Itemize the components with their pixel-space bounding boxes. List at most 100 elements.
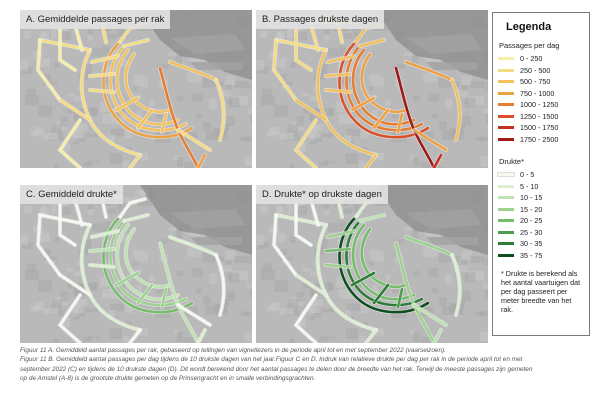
canal-segment: [396, 287, 404, 309]
legend-swatch: [498, 57, 514, 61]
canal-segment: [351, 48, 416, 126]
canal-segment: [345, 219, 424, 307]
canal-segment: [36, 38, 62, 102]
canal-segment: [294, 28, 313, 72]
canal-segment: [372, 283, 390, 305]
canal-segment: [412, 128, 448, 152]
legend-row-passages: 250 - 500: [498, 65, 584, 77]
canal-segment: [90, 54, 120, 64]
canal-segment: [88, 88, 116, 94]
legend-swatch: [498, 103, 514, 107]
legend-row-passages: 1250 - 1500: [498, 111, 584, 123]
legend-label: 15 - 20: [520, 204, 543, 214]
caption-line-1: Figuur 11 A. Gemiddeld aantal passages p…: [20, 347, 446, 354]
canal-segment: [432, 328, 443, 343]
legend-label: 1000 - 1250: [520, 100, 559, 110]
canal-segment: [88, 247, 116, 253]
canal-segment: [326, 54, 356, 64]
canal-segment: [88, 72, 116, 78]
legend-label: 30 - 35: [520, 239, 543, 249]
map-d-canvas: [256, 185, 488, 343]
legend-label: 1750 - 2500: [520, 134, 559, 144]
legend-label: 5 - 10: [520, 181, 539, 191]
legend-swatch: [498, 242, 514, 246]
canal-segment: [73, 198, 84, 227]
canal-segment: [90, 229, 120, 239]
canal-segment: [136, 283, 154, 305]
map-panel-d: D. Drukte* op drukste dagen: [256, 185, 488, 343]
legend-row-drukte: 10 - 15: [498, 192, 584, 204]
canal-segment: [168, 235, 218, 257]
canal-segment: [128, 153, 142, 168]
legend-passages-heading: Passages per dag: [499, 41, 560, 50]
legend-label: 750 - 1000: [520, 88, 555, 98]
canal-segment: [272, 213, 298, 277]
legend-row-drukte: 0 - 5: [497, 169, 584, 181]
canal-segment: [118, 197, 147, 219]
panel-d-title: D. Drukte* op drukste dagen: [256, 185, 388, 204]
canal-segment: [345, 44, 424, 132]
legend-label: 250 - 500: [520, 65, 551, 75]
legend-label: 0 - 5: [520, 170, 535, 180]
canal-segment: [358, 213, 386, 223]
canal-segment: [58, 28, 77, 72]
legend-swatch: [497, 172, 515, 178]
canal-segment: [364, 328, 378, 343]
canal-segment: [109, 219, 188, 307]
map-c-canvas: [20, 185, 252, 343]
canal-segment: [214, 78, 226, 142]
legend-row-drukte: 20 - 25: [498, 215, 584, 227]
canal-segment: [294, 273, 328, 297]
legend-label: 0 - 250: [520, 54, 543, 64]
legend-label: 10 - 15: [520, 193, 543, 203]
canal-segment: [160, 112, 168, 134]
canal-segment: [109, 44, 188, 132]
canal-segment: [450, 78, 462, 142]
legend-row-drukte: 35 - 75: [498, 250, 584, 262]
canal-segment: [122, 213, 150, 223]
panel-a-title: A. Gemiddelde passages per rak: [20, 10, 171, 29]
caption-line-3: september 2022 (C) en tijdens de 10 druk…: [20, 365, 533, 373]
canal-segment: [88, 263, 116, 269]
canal-segment: [324, 88, 352, 94]
canal-segment: [450, 253, 462, 317]
legend-swatch: [498, 91, 514, 95]
canal-segment: [294, 293, 318, 343]
canal-segment: [73, 23, 84, 52]
legend-row-passages: 1000 - 1250: [498, 99, 584, 111]
legend-label: 1250 - 1500: [520, 111, 559, 121]
legend-swatch: [498, 114, 514, 118]
canal-segment: [102, 215, 194, 314]
canal-segment: [272, 38, 298, 102]
canal-segment: [115, 48, 180, 126]
canal-segment: [309, 23, 320, 52]
canal-segment: [58, 273, 92, 297]
canal-segment: [372, 108, 390, 130]
canal-segment: [58, 203, 77, 247]
legend-label: 1500 - 1750: [520, 123, 559, 133]
caption-line-2: Figuur 11 B. Gemiddeld aantal passages p…: [20, 356, 523, 364]
legend-passages-list: 0 - 250 250 - 500 500 - 750 750 - 1000 1000 …: [498, 53, 584, 145]
canal-segment: [338, 215, 430, 314]
canal-segment: [196, 153, 207, 168]
canal-segment: [168, 60, 218, 82]
canal-segment: [294, 98, 328, 122]
map-panel-a: A. Gemiddelde passages per rak: [20, 10, 252, 168]
legend-row-passages: 1750 - 2500: [498, 134, 584, 146]
legend-swatch: [498, 80, 514, 84]
canal-segment: [351, 223, 416, 301]
canal-segment: [338, 40, 430, 139]
legend-row-passages: 1500 - 1750: [498, 122, 584, 134]
canal-segment: [294, 203, 313, 247]
canal-segment: [432, 153, 443, 168]
canal-segment: [396, 112, 404, 134]
canal-segment: [58, 118, 82, 168]
canal-segment: [115, 223, 180, 301]
canal-segment: [196, 328, 207, 343]
canal-segment: [324, 72, 352, 78]
canal-segment: [176, 128, 212, 152]
caption-line-4: op de Amstel (A-8) is de grootste drukte…: [20, 375, 316, 383]
canal-segment: [114, 271, 140, 287]
panel-c-title: C. Gemiddeld drukte*: [20, 185, 123, 204]
legend-swatch: [498, 196, 514, 200]
